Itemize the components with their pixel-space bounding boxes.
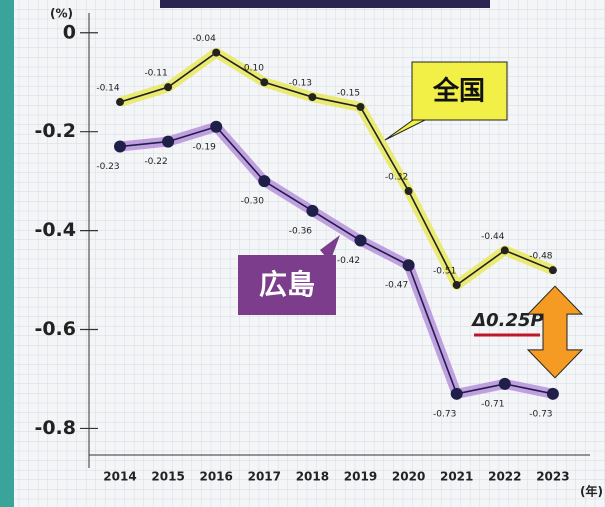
- point: [354, 234, 367, 247]
- point: [212, 48, 221, 57]
- y-tick-label: 0: [63, 21, 76, 43]
- x-tick-label: 2016: [199, 470, 232, 484]
- point: [260, 78, 269, 87]
- point: [162, 135, 175, 148]
- value-label: -0.22: [144, 157, 167, 167]
- value-label: -0.13: [289, 79, 312, 89]
- x-tick-label: 2018: [296, 470, 329, 484]
- value-label: -0.23: [96, 162, 119, 172]
- y-tick-label: -0.2: [34, 120, 76, 142]
- line: [119, 51, 554, 287]
- point: [404, 187, 413, 196]
- point: [164, 83, 173, 92]
- point: [114, 140, 126, 153]
- y-tick-label: -0.4: [34, 219, 76, 241]
- value-label: -0.44: [481, 232, 505, 242]
- point: [306, 204, 319, 217]
- line: [119, 125, 554, 395]
- callout-box: [238, 255, 336, 315]
- value-label: -0.42: [337, 256, 360, 266]
- value-label: -0.04: [193, 34, 217, 44]
- x-tick-label: 2015: [151, 470, 184, 484]
- x-tick-label: 2023: [536, 470, 569, 484]
- y-tick-label: -0.6: [34, 318, 76, 340]
- x-tick-label: 2020: [392, 470, 425, 484]
- value-label: -0.14: [96, 84, 120, 94]
- x-tick-label: 2019: [344, 470, 377, 484]
- x-axis-label: (年): [580, 484, 603, 499]
- y-tick-label: -0.8: [34, 417, 76, 439]
- value-label: -0.32: [385, 173, 408, 183]
- callout-box: [411, 61, 508, 121]
- legend-label: 全国: [432, 76, 485, 107]
- point: [546, 387, 559, 400]
- point: [548, 266, 557, 275]
- value-label: -0.15: [337, 88, 360, 98]
- difference-arrow: [526, 285, 584, 379]
- x-tick-label: 2014: [103, 470, 136, 484]
- legend-label: 広島: [259, 268, 315, 301]
- value-label: -0.11: [144, 69, 167, 79]
- x-tick-label: 2022: [488, 470, 521, 484]
- point: [402, 259, 415, 272]
- value-label: -0.19: [193, 142, 217, 152]
- x-tick-label: 2017: [248, 470, 281, 484]
- point: [308, 93, 317, 102]
- value-label: -0.71: [481, 399, 504, 409]
- annotation: Δ0.25P: [470, 310, 544, 331]
- top-strip: [160, 0, 490, 8]
- point: [356, 102, 365, 111]
- point: [116, 98, 124, 107]
- value-label: -0.51: [433, 267, 456, 277]
- point: [258, 175, 271, 188]
- value-label: -0.48: [529, 252, 553, 262]
- point: [498, 377, 511, 390]
- point: [210, 120, 223, 133]
- point: [452, 281, 461, 290]
- value-label: -0.10: [241, 64, 265, 74]
- value-label: -0.73: [529, 409, 552, 419]
- value-label: -0.36: [289, 226, 313, 236]
- value-label: -0.30: [241, 197, 265, 207]
- y-axis-label: (%): [50, 7, 73, 21]
- x-tick-label: 2021: [440, 470, 473, 484]
- value-label: -0.73: [433, 409, 456, 419]
- point: [450, 387, 463, 400]
- value-label: -0.47: [385, 281, 408, 291]
- point: [500, 246, 509, 255]
